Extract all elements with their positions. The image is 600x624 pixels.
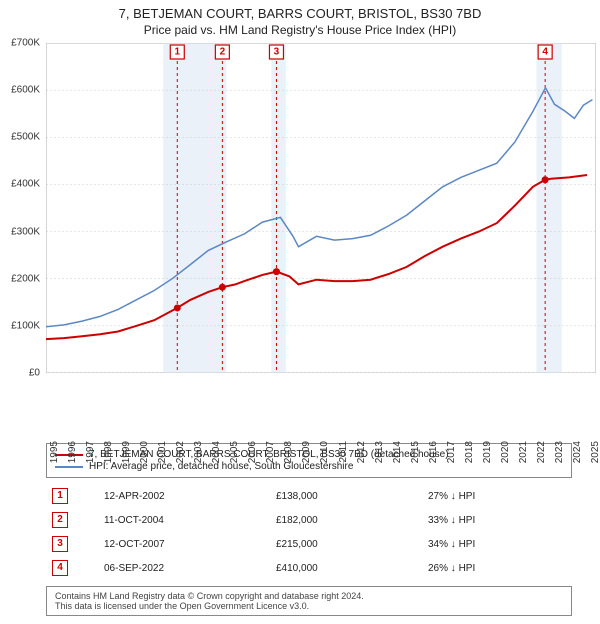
x-tick-label: 2009	[301, 441, 312, 463]
footer-attribution: Contains HM Land Registry data © Crown c…	[46, 586, 572, 616]
col-pct: 26% ↓ HPI	[422, 556, 566, 580]
x-tick-label: 2007	[265, 441, 276, 463]
y-tick-label: £300K	[11, 226, 40, 237]
y-tick-label: £0	[29, 368, 40, 379]
col-marker: 4	[46, 556, 98, 580]
x-tick-label: 1997	[85, 441, 96, 463]
y-axis-labels: £0£100K£200K£300K£400K£500K£600K£700K	[0, 43, 42, 373]
chart-container: £0£100K£200K£300K£400K£500K£600K£700K 12…	[0, 43, 600, 407]
x-tick-label: 2003	[193, 441, 204, 463]
col-date: 11-OCT-2004	[98, 508, 270, 532]
col-date: 12-APR-2002	[98, 484, 270, 508]
legend-swatch	[55, 466, 83, 468]
x-tick-label: 2018	[464, 441, 475, 463]
x-tick-label: 2001	[157, 441, 168, 463]
svg-text:4: 4	[542, 47, 548, 58]
table-row: 1 12-APR-2002£138,00027% ↓ HPI	[46, 484, 566, 508]
x-tick-label: 2022	[536, 441, 547, 463]
marker-badge: 4	[52, 560, 68, 576]
col-marker: 2	[46, 508, 98, 532]
x-tick-label: 2015	[410, 441, 421, 463]
table-row: 2 11-OCT-2004£182,00033% ↓ HPI	[46, 508, 566, 532]
col-pct: 27% ↓ HPI	[422, 484, 566, 508]
col-price: £182,000	[270, 508, 422, 532]
x-tick-label: 2023	[554, 441, 565, 463]
x-tick-label: 2011	[338, 441, 349, 463]
marker-badge: 1	[52, 488, 68, 504]
x-tick-label: 2000	[139, 441, 150, 463]
x-tick-label: 1998	[103, 441, 114, 463]
x-tick-label: 2016	[428, 441, 439, 463]
x-tick-label: 2012	[356, 441, 367, 463]
x-tick-label: 2005	[229, 441, 240, 463]
col-marker: 1	[46, 484, 98, 508]
svg-text:2: 2	[220, 47, 226, 58]
y-tick-label: £600K	[11, 85, 40, 96]
page-subtitle: Price paid vs. HM Land Registry's House …	[0, 23, 600, 37]
col-price: £215,000	[270, 532, 422, 556]
col-date: 06-SEP-2022	[98, 556, 270, 580]
x-tick-label: 2021	[518, 441, 529, 463]
y-tick-label: £500K	[11, 132, 40, 143]
x-tick-label: 1996	[67, 441, 78, 463]
svg-text:3: 3	[274, 47, 280, 58]
table-row: 4 06-SEP-2022£410,00026% ↓ HPI	[46, 556, 566, 580]
col-date: 12-OCT-2007	[98, 532, 270, 556]
marker-badge: 2	[52, 512, 68, 528]
col-marker: 3	[46, 532, 98, 556]
x-tick-label: 2006	[247, 441, 258, 463]
x-tick-label: 2017	[446, 441, 457, 463]
x-tick-label: 2008	[283, 441, 294, 463]
x-tick-label: 2024	[572, 441, 583, 463]
col-pct: 33% ↓ HPI	[422, 508, 566, 532]
x-tick-label: 1999	[121, 441, 132, 463]
y-tick-label: £700K	[11, 38, 40, 49]
svg-text:1: 1	[174, 47, 180, 58]
table-row: 3 12-OCT-2007£215,00034% ↓ HPI	[46, 532, 566, 556]
col-pct: 34% ↓ HPI	[422, 532, 566, 556]
chart-plot: 1 2 3 4	[46, 43, 596, 373]
page-title: 7, BETJEMAN COURT, BARRS COURT, BRISTOL,…	[0, 6, 600, 21]
y-tick-label: £200K	[11, 273, 40, 284]
x-tick-label: 2025	[590, 441, 600, 463]
y-tick-label: £400K	[11, 179, 40, 190]
x-tick-label: 2013	[374, 441, 385, 463]
x-tick-label: 2010	[319, 441, 330, 463]
col-price: £138,000	[270, 484, 422, 508]
sales-table: 1 12-APR-2002£138,00027% ↓ HPI 2 11-OCT-200…	[46, 484, 566, 580]
x-tick-label: 2014	[392, 441, 403, 463]
footer-line-2: This data is licensed under the Open Gov…	[55, 601, 563, 611]
marker-badge: 3	[52, 536, 68, 552]
y-tick-label: £100K	[11, 320, 40, 331]
x-tick-label: 2002	[175, 441, 186, 463]
x-tick-label: 2020	[500, 441, 511, 463]
col-price: £410,000	[270, 556, 422, 580]
footer-line-1: Contains HM Land Registry data © Crown c…	[55, 591, 563, 601]
x-tick-label: 2019	[482, 441, 493, 463]
x-tick-label: 1995	[49, 441, 60, 463]
x-tick-label: 2004	[211, 441, 222, 463]
